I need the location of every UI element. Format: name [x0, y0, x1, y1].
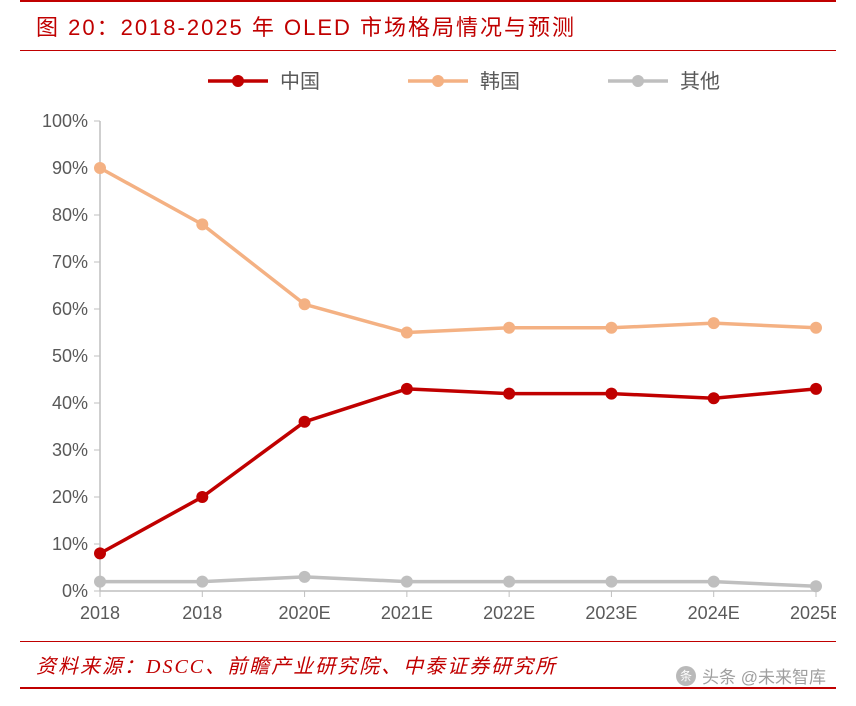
data-point	[94, 162, 106, 174]
x-tick-label: 2018	[80, 603, 120, 623]
data-point	[503, 388, 515, 400]
data-point	[605, 576, 617, 588]
y-tick-label: 20%	[52, 487, 88, 507]
data-point	[299, 298, 311, 310]
watermark-text: 头条 @未来智库	[702, 663, 826, 688]
y-tick-label: 10%	[52, 534, 88, 554]
x-tick-label: 2021E	[381, 603, 433, 623]
y-tick-label: 40%	[52, 393, 88, 413]
data-point	[605, 388, 617, 400]
y-tick-label: 0%	[62, 581, 88, 601]
data-point	[94, 547, 106, 559]
data-point	[94, 576, 106, 588]
data-point	[605, 322, 617, 334]
chart-title: 图 20：2018-2025 年 OLED 市场格局情况与预测	[36, 15, 576, 40]
watermark: 条 头条 @未来智库	[676, 663, 826, 688]
y-tick-label: 30%	[52, 440, 88, 460]
x-tick-label: 2020E	[279, 603, 331, 623]
data-point	[196, 218, 208, 230]
data-point	[708, 317, 720, 329]
data-point	[299, 571, 311, 583]
data-point	[810, 580, 822, 592]
x-tick-label: 2024E	[688, 603, 740, 623]
y-tick-label: 90%	[52, 158, 88, 178]
y-tick-label: 100%	[42, 111, 88, 131]
data-point	[196, 576, 208, 588]
data-point	[708, 392, 720, 404]
data-point	[503, 322, 515, 334]
legend-label: 韩国	[480, 70, 520, 93]
data-point	[810, 383, 822, 395]
source-text: 资料来源：DSCC、前瞻产业研究院、中泰证券研究所	[36, 656, 557, 678]
x-tick-label: 2018	[182, 603, 222, 623]
x-tick-label: 2023E	[585, 603, 637, 623]
data-point	[401, 383, 413, 395]
data-point	[503, 576, 515, 588]
y-tick-label: 50%	[52, 346, 88, 366]
y-tick-label: 80%	[52, 205, 88, 225]
data-point	[401, 327, 413, 339]
data-point	[708, 576, 720, 588]
y-tick-label: 70%	[52, 252, 88, 272]
data-point	[196, 491, 208, 503]
legend-label: 中国	[280, 70, 320, 93]
y-tick-label: 60%	[52, 299, 88, 319]
figure-container: 图 20：2018-2025 年 OLED 市场格局情况与预测 中国 韩国 其他 0%…	[0, 0, 856, 706]
legend-label: 其他	[680, 70, 720, 93]
x-tick-label: 2022E	[483, 603, 535, 623]
line-chart: 中国 韩国 其他 0% 10% 20% 30% 40% 50% 60% 70% 80% 90% 100% 2…	[20, 61, 836, 641]
watermark-icon: 条	[676, 666, 696, 686]
x-tick-label: 2025E	[790, 603, 836, 623]
chart-area: 中国 韩国 其他 0% 10% 20% 30% 40% 50% 60% 70% 80% 90% 100% 2…	[20, 61, 836, 641]
title-bar: 图 20：2018-2025 年 OLED 市场格局情况与预测	[20, 0, 836, 51]
data-point	[299, 416, 311, 428]
data-point	[810, 322, 822, 334]
data-point	[401, 576, 413, 588]
series-line	[100, 168, 816, 333]
series-line	[100, 389, 816, 554]
